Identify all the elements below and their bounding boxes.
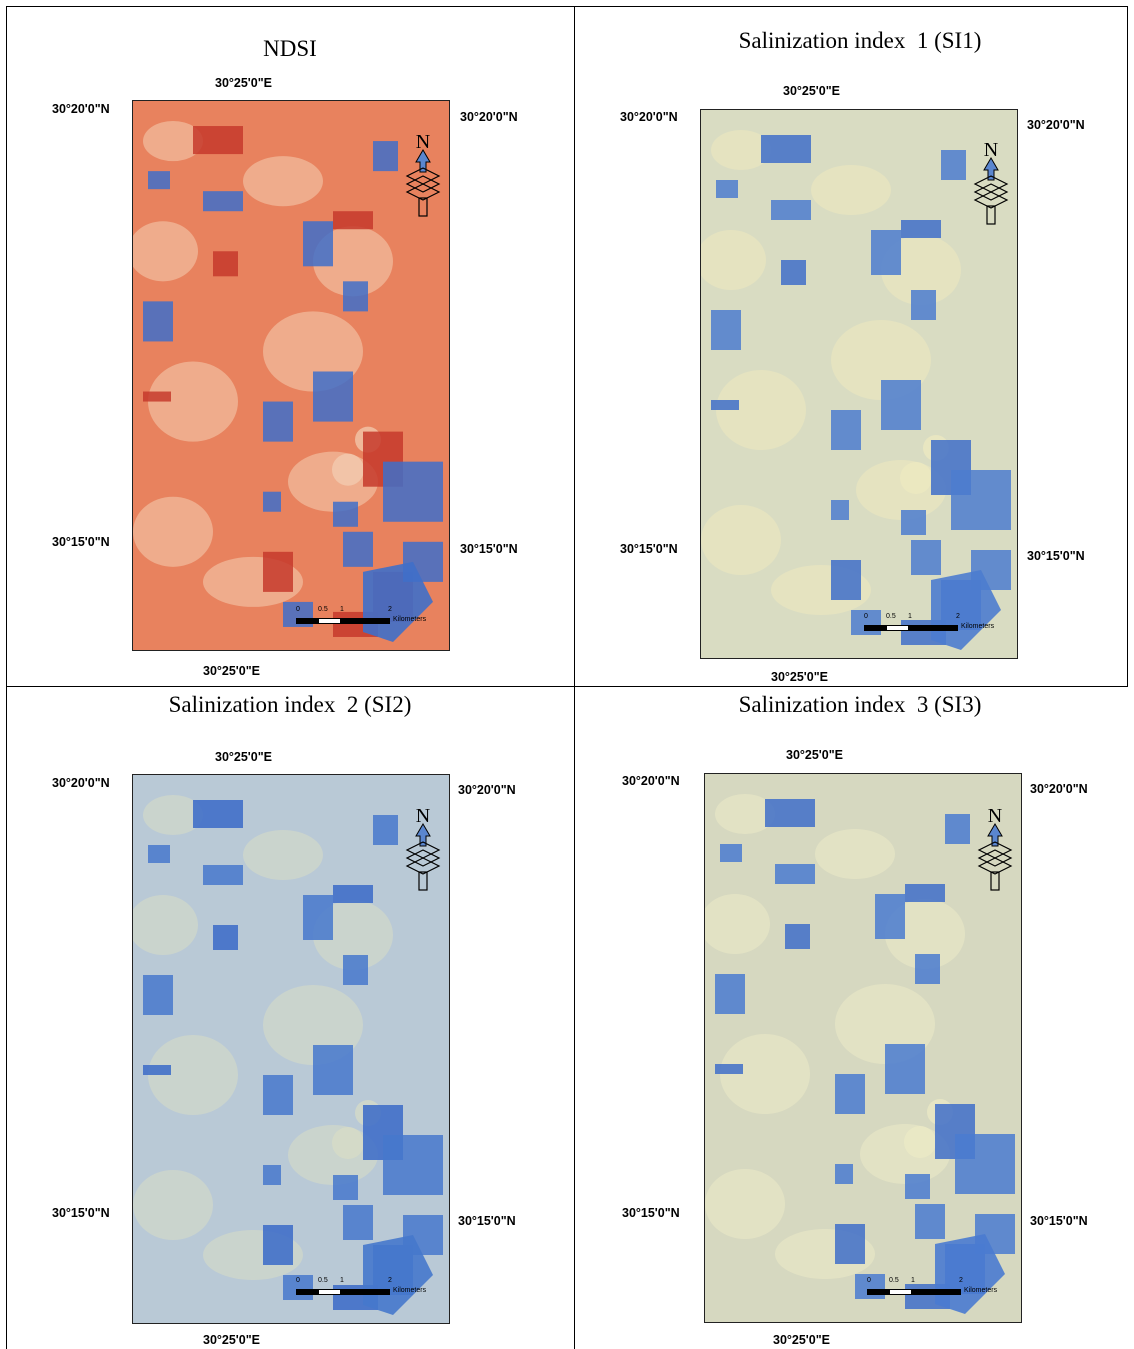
si1-map — [700, 109, 1018, 659]
scale-segment — [889, 1289, 913, 1295]
ndsi-map — [132, 100, 450, 651]
grid-divider-vertical — [574, 6, 575, 1349]
panel-title: Salinization index 3 (SI3) — [738, 692, 982, 717]
scale-tick-label: 2 — [388, 1277, 392, 1284]
right-latitude-bottom-label: 30°15'0"N — [1027, 549, 1085, 563]
scale-bar: 0 0.5 1 2 Kilometers — [867, 1277, 1027, 1299]
north-arrow-icon: N — [403, 130, 443, 222]
left-latitude-bottom-label: 30°15'0"N — [52, 1206, 110, 1220]
top-longitude-label: 30°25'0"E — [786, 748, 843, 762]
grid-border-left — [6, 6, 7, 1349]
north-label: N — [416, 805, 430, 827]
right-latitude-top-label: 30°20'0"N — [458, 783, 516, 797]
bottom-longitude-label: 30°25'0"E — [203, 664, 260, 678]
north-label: N — [988, 805, 1002, 827]
panel-title: Salinization index 1 (SI1) — [738, 28, 982, 53]
scale-tick-label: 2 — [388, 606, 392, 613]
scale-tick-label: 0.5 — [889, 1277, 899, 1284]
right-latitude-bottom-label: 30°15'0"N — [1030, 1214, 1088, 1228]
scale-segment — [864, 625, 888, 631]
scale-tick-label: 1 — [340, 1277, 344, 1284]
scale-segment — [911, 1289, 961, 1295]
scale-unit-label: Kilometers — [393, 616, 427, 623]
left-latitude-bottom-label: 30°15'0"N — [52, 535, 110, 549]
scale-segment — [318, 618, 342, 624]
scale-segment — [296, 1289, 320, 1295]
scale-bar: 0 0.5 1 2 Kilometers — [864, 613, 1024, 635]
right-latitude-top-label: 30°20'0"N — [1030, 782, 1088, 796]
scale-tick-label: 0.5 — [886, 613, 896, 620]
top-longitude-label: 30°25'0"E — [215, 76, 272, 90]
scale-segment — [867, 1289, 891, 1295]
panel-title: NDSI — [263, 36, 317, 61]
scale-segment — [296, 618, 320, 624]
scale-tick-label: 2 — [956, 613, 960, 620]
left-latitude-top-label: 30°20'0"N — [622, 774, 680, 788]
bottom-longitude-label: 30°25'0"E — [771, 670, 828, 684]
scale-bar: 0 0.5 1 2 Kilometers — [296, 606, 456, 628]
scale-unit-label: Kilometers — [393, 1287, 427, 1294]
right-latitude-top-label: 30°20'0"N — [460, 110, 518, 124]
bottom-longitude-label: 30°25'0"E — [773, 1333, 830, 1347]
north-label: N — [416, 131, 430, 153]
scale-segment — [886, 625, 910, 631]
scale-bar: 0 0.5 1 2 Kilometers — [296, 1277, 456, 1299]
panel-title: Salinization index 2 (SI2) — [168, 692, 412, 717]
left-latitude-top-label: 30°20'0"N — [52, 102, 110, 116]
scale-tick-label: 0.5 — [318, 606, 328, 613]
scale-tick-label: 1 — [340, 606, 344, 613]
north-arrow-icon: N — [975, 804, 1015, 896]
scale-segment — [340, 1289, 390, 1295]
scale-segment — [340, 618, 390, 624]
north-arrow-icon: N — [971, 138, 1011, 230]
left-latitude-top-label: 30°20'0"N — [52, 776, 110, 790]
right-latitude-bottom-label: 30°15'0"N — [460, 542, 518, 556]
left-latitude-bottom-label: 30°15'0"N — [622, 1206, 680, 1220]
scale-tick-label: 1 — [911, 1277, 915, 1284]
bottom-longitude-label: 30°25'0"E — [203, 1333, 260, 1347]
scale-tick-label: 0.5 — [318, 1277, 328, 1284]
scale-tick-label: 1 — [908, 613, 912, 620]
grid-border-right — [1127, 6, 1128, 686]
top-longitude-label: 30°25'0"E — [783, 84, 840, 98]
si3-map — [704, 773, 1022, 1323]
scale-tick-label: 0 — [296, 606, 300, 613]
scale-segment — [318, 1289, 342, 1295]
scale-segment — [908, 625, 958, 631]
scale-tick-label: 2 — [959, 1277, 963, 1284]
top-longitude-label: 30°25'0"E — [215, 750, 272, 764]
scale-unit-label: Kilometers — [961, 623, 995, 630]
north-label: N — [984, 139, 998, 161]
scale-tick-label: 0 — [296, 1277, 300, 1284]
scale-tick-label: 0 — [864, 613, 868, 620]
right-latitude-top-label: 30°20'0"N — [1027, 118, 1085, 132]
grid-divider-horizontal — [6, 686, 1128, 687]
left-latitude-bottom-label: 30°15'0"N — [620, 542, 678, 556]
scale-unit-label: Kilometers — [964, 1287, 998, 1294]
grid-border-top — [6, 6, 1128, 7]
left-latitude-top-label: 30°20'0"N — [620, 110, 678, 124]
north-arrow-icon: N — [403, 804, 443, 896]
scale-tick-label: 0 — [867, 1277, 871, 1284]
right-latitude-bottom-label: 30°15'0"N — [458, 1214, 516, 1228]
